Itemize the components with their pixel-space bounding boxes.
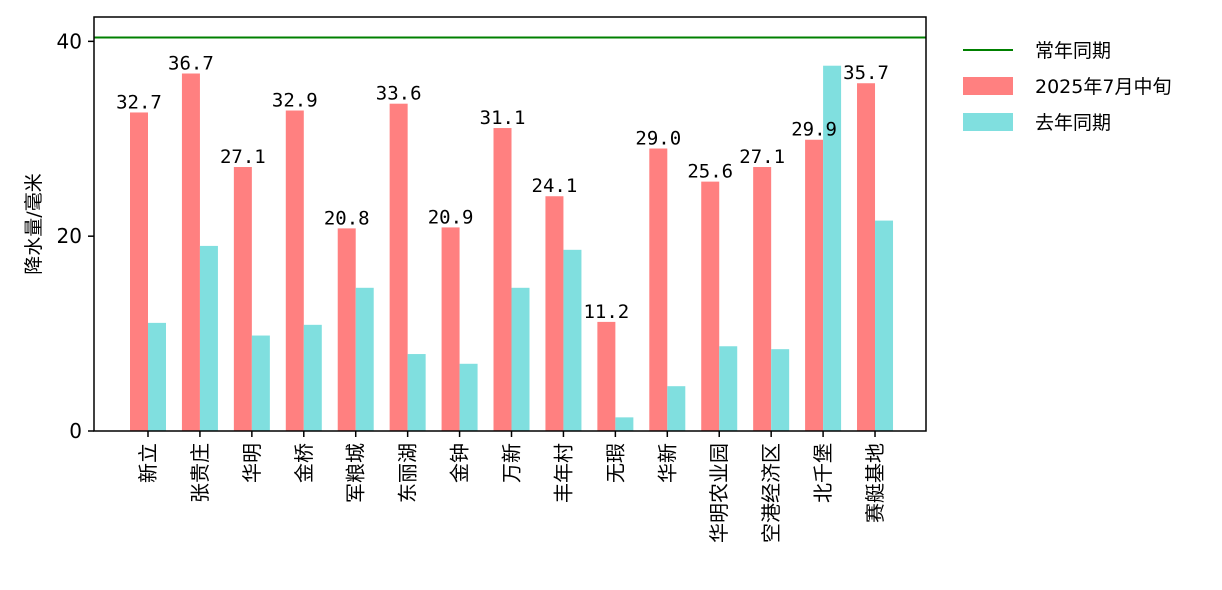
bar-value-label-8: 24.1: [532, 175, 578, 197]
bar-last-year-5: [407, 354, 426, 431]
x-tick-label-1: 张贵庄: [188, 443, 212, 503]
legend-swatch-2: [963, 113, 1013, 131]
bar-last-year-6: [459, 363, 478, 431]
bar-current-12: [753, 167, 772, 432]
bar-current-14: [857, 83, 876, 432]
x-tick-label-14: 赛艇基地: [863, 443, 887, 523]
bar-last-year-3: [303, 324, 322, 431]
bar-value-label-7: 31.1: [480, 107, 526, 129]
bar-last-year-13: [823, 65, 842, 432]
x-tick-label-3: 金桥: [292, 443, 316, 483]
bar-current-3: [285, 110, 304, 432]
bar-last-year-1: [199, 245, 218, 431]
bar-current-9: [597, 321, 616, 431]
plot-frame: [93, 16, 927, 432]
y-tick-label-0: 0: [69, 419, 82, 443]
bar-current-4: [337, 228, 356, 431]
bar-last-year-10: [667, 386, 686, 431]
legend-label-1: 2025年7月中旬: [1035, 76, 1171, 98]
x-tick-label-5: 东丽湖: [396, 443, 420, 503]
bar-value-label-5: 33.6: [376, 83, 422, 105]
bar-last-year-2: [251, 335, 270, 431]
bar-value-label-9: 11.2: [583, 301, 629, 323]
x-tick-label-2: 华明: [240, 443, 264, 483]
bar-value-label-14: 35.7: [843, 62, 889, 84]
y-axis-label: 降水量/毫米: [23, 173, 45, 274]
bar-value-label-10: 29.0: [635, 128, 681, 150]
bar-value-label-4: 20.8: [324, 207, 370, 229]
x-tick-label-12: 空港经济区: [759, 443, 783, 543]
legend-label-0: 常年同期: [1035, 40, 1111, 62]
legend-swatch-1: [963, 77, 1013, 95]
x-tick-label-0: 新立: [136, 443, 160, 483]
bar-current-1: [181, 73, 200, 431]
y-tick-label-2: 40: [57, 29, 82, 53]
x-tick-label-6: 金钟: [448, 443, 472, 483]
bar-value-label-13: 29.9: [791, 119, 837, 141]
bar-current-8: [545, 196, 564, 431]
bar-value-label-12: 27.1: [739, 146, 785, 168]
bar-value-label-11: 25.6: [687, 161, 733, 183]
bar-last-year-14: [875, 220, 894, 431]
bar-current-6: [441, 227, 460, 431]
bar-last-year-8: [563, 249, 582, 431]
bar-last-year-9: [615, 417, 634, 431]
bar-last-year-7: [511, 287, 530, 431]
bar-value-label-6: 20.9: [428, 206, 474, 228]
legend-label-2: 去年同期: [1035, 112, 1111, 134]
bar-current-10: [649, 148, 668, 431]
bar-value-label-1: 36.7: [168, 52, 214, 74]
bar-last-year-12: [771, 349, 790, 431]
bar-value-label-2: 27.1: [220, 146, 266, 168]
bar-value-label-3: 32.9: [272, 90, 318, 112]
x-tick-label-11: 华明农业园: [707, 443, 731, 543]
bar-current-5: [389, 103, 408, 431]
bar-last-year-11: [719, 346, 738, 431]
y-tick-label-1: 20: [57, 224, 82, 248]
bar-last-year-0: [148, 322, 166, 431]
bar-current-2: [233, 167, 252, 432]
x-tick-label-13: 北千堡: [811, 443, 835, 503]
x-tick-label-9: 无瑕: [603, 443, 627, 483]
bar-current-0: [130, 112, 148, 431]
x-tick-label-10: 华新: [655, 443, 679, 483]
plot-area: 32.7 36.7 27.1 32.9 20.8 33.6 20.9 31.1 24.1 11.2…: [57, 29, 926, 543]
bar-current-13: [805, 139, 824, 431]
bar-last-year-4: [355, 287, 374, 431]
x-tick-label-4: 军粮城: [344, 443, 368, 503]
x-tick-label-8: 丰年村: [551, 443, 575, 503]
bar-current-11: [701, 181, 720, 431]
bar-current-7: [493, 128, 512, 431]
x-tick-label-7: 万新: [500, 443, 524, 483]
bar-value-label-0: 32.7: [116, 91, 162, 113]
